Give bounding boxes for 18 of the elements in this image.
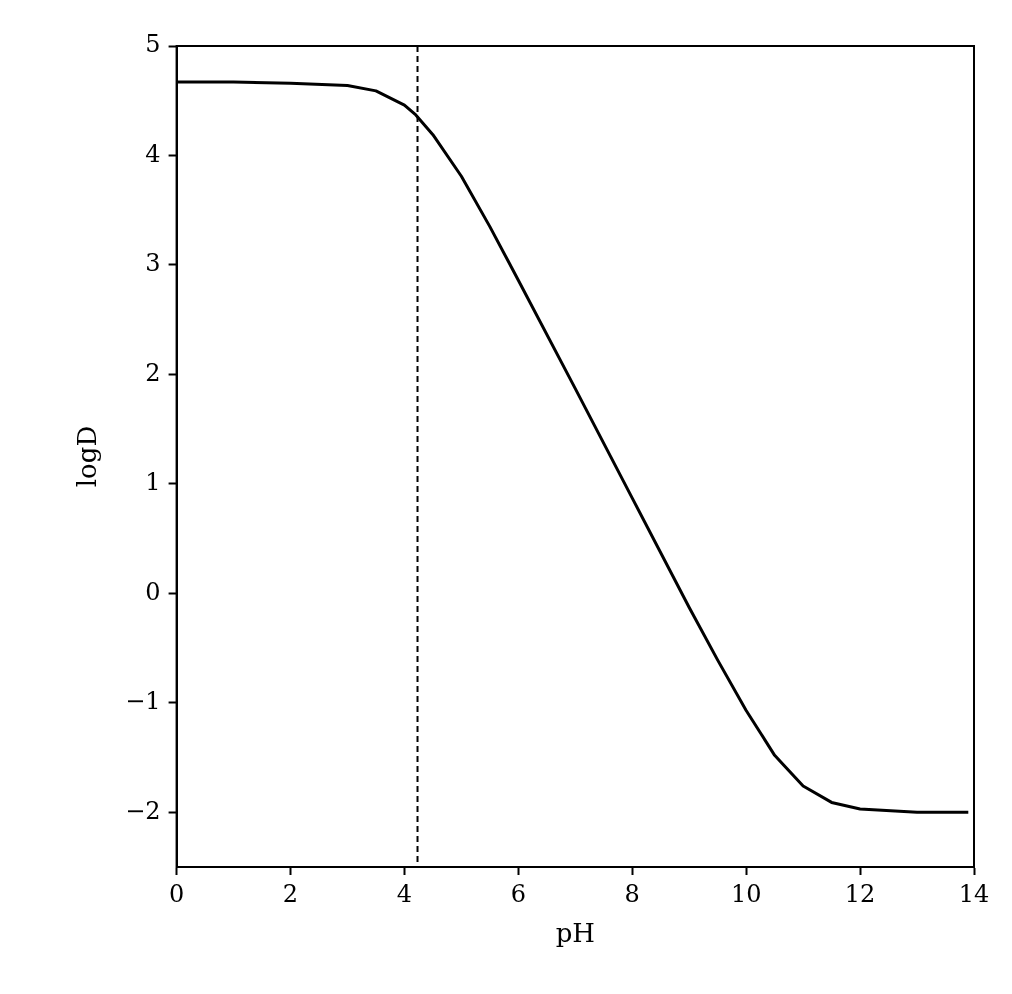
y-tick-label: −2 [125, 796, 161, 825]
y-tick-label: −1 [125, 687, 161, 716]
x-tick-label: 2 [282, 879, 299, 908]
y-tick-label: 1 [145, 468, 161, 497]
y-tick-label: 0 [145, 577, 161, 606]
x-tick-label: 0 [168, 879, 185, 908]
x-tick-label: 8 [624, 879, 640, 908]
x-tick-label: 10 [730, 879, 762, 908]
y-tick-label: 4 [145, 139, 161, 168]
y-axis-title: logD [72, 425, 103, 488]
x-axis-title: pH [555, 918, 595, 949]
y-tick-label: 2 [145, 358, 161, 387]
x-tick-label: 4 [396, 879, 413, 908]
x-tick-label: 14 [958, 879, 990, 908]
x-tick-label: 12 [844, 879, 876, 908]
x-tick-label: 6 [510, 879, 526, 908]
y-tick-label: 3 [145, 249, 161, 278]
y-tick-label: 5 [145, 30, 161, 59]
